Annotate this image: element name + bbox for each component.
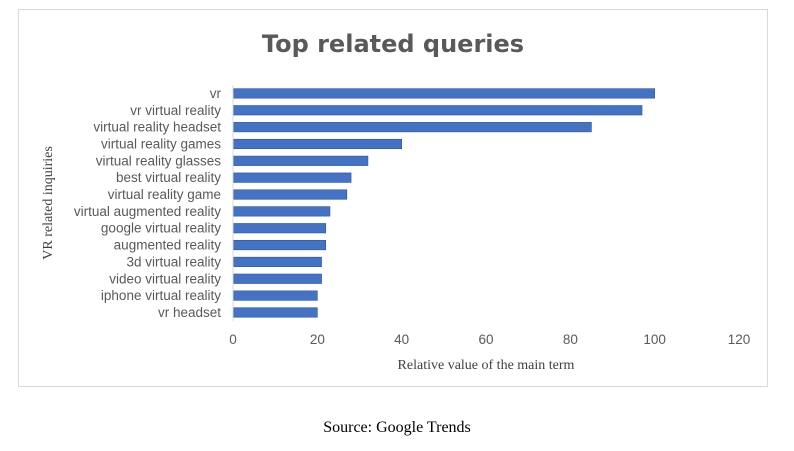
category-label-7: virtual augmented reality [74,204,221,219]
category-label-4: virtual reality glasses [96,153,222,168]
x-tick-40: 40 [394,332,409,347]
category-label-8: google virtual reality [101,221,221,236]
bar-11 [233,273,322,284]
category-label-11: video virtual reality [109,271,221,286]
source-caption: Source: Google Trends [323,419,471,436]
bar-10 [233,256,322,267]
bar-2 [233,122,592,133]
x-tick-80: 80 [563,332,578,347]
category-label-12: iphone virtual reality [101,288,221,303]
bar-8 [233,223,327,234]
category-label-9: augmented reality [114,238,222,253]
category-label-5: best virtual reality [116,170,221,185]
category-label-13: vr headset [158,305,221,320]
x-tick-60: 60 [478,332,493,347]
x-tick-120: 120 [728,332,751,347]
category-label-3: virtual reality games [101,136,221,151]
category-label-1: vr virtual reality [130,103,221,118]
x-tick-0: 0 [229,332,237,347]
x-tick-20: 20 [310,332,325,347]
category-label-10: 3d virtual reality [126,254,221,269]
bar-13 [233,307,318,318]
bars-group [233,88,655,318]
chart-title: Top related queries [262,30,524,58]
bar-4 [233,155,369,166]
category-label-6: virtual reality game [108,187,221,202]
category-labels: vr vr virtual reality virtual reality head… [74,86,222,320]
bar-5 [233,172,352,183]
bar-chart: Top related queries vr vr virtual reality… [41,30,750,373]
category-label-0: vr [210,86,222,101]
bar-1 [233,105,643,116]
chart-frame: Top related queries vr vr virtual reality… [18,9,768,387]
bar-6 [233,189,348,200]
bar-12 [233,290,318,301]
bar-0 [233,88,655,99]
x-axis-title: Relative value of the main term [398,358,575,373]
x-tick-labels: 0 20 40 60 80 100 120 [229,332,750,347]
bar-7 [233,206,331,217]
bar-3 [233,138,402,150]
y-axis-title: VR related inquiries [41,146,56,260]
bar-9 [233,240,327,251]
x-tick-100: 100 [643,332,666,347]
category-label-2: virtual reality headset [93,120,221,135]
